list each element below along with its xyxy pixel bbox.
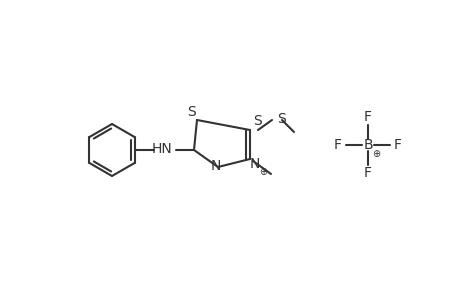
- Text: F: F: [363, 110, 371, 124]
- Text: B: B: [363, 138, 372, 152]
- Text: HN: HN: [151, 142, 172, 156]
- Text: N: N: [210, 159, 221, 173]
- Text: S: S: [276, 112, 285, 126]
- Text: ⊕: ⊕: [258, 167, 267, 177]
- Text: F: F: [363, 166, 371, 180]
- Text: S: S: [187, 105, 196, 119]
- Text: ⊕: ⊕: [371, 149, 379, 159]
- Text: S: S: [253, 114, 262, 128]
- Text: F: F: [333, 138, 341, 152]
- Text: F: F: [393, 138, 401, 152]
- Text: N: N: [249, 157, 260, 171]
